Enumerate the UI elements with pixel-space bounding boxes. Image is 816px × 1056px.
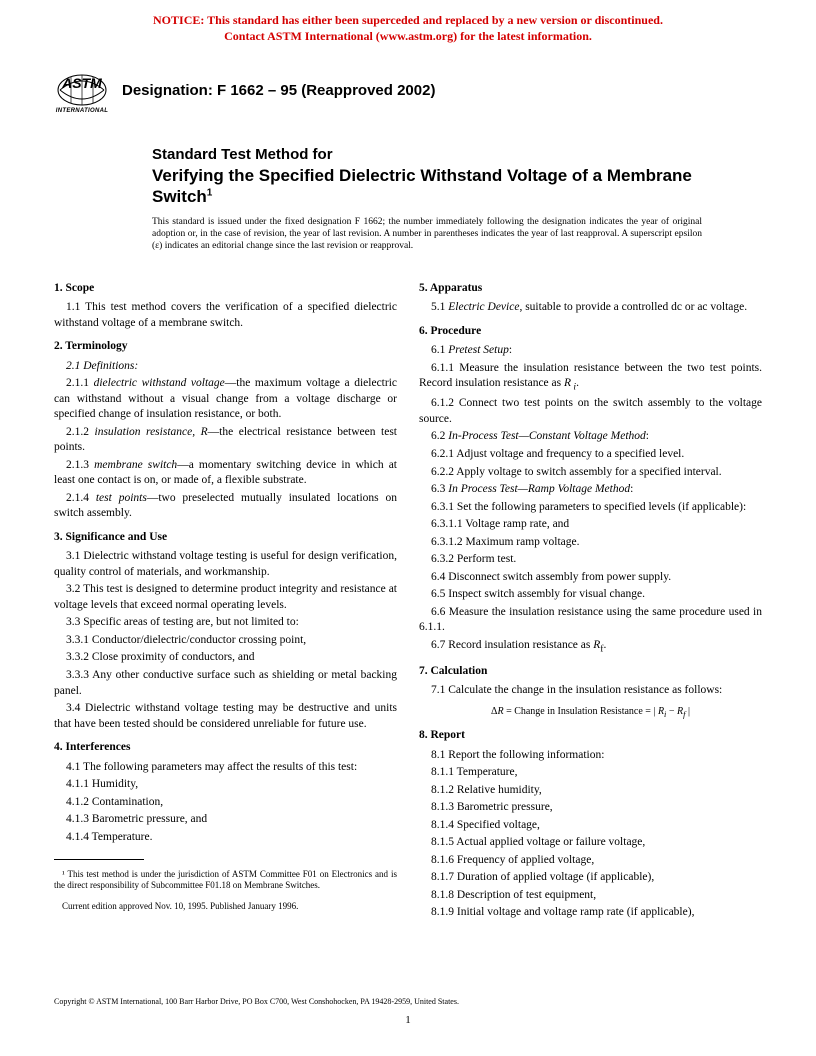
page: NOTICE: This standard has either been su… xyxy=(0,0,816,1056)
notice-line1: NOTICE: This standard has either been su… xyxy=(153,13,663,27)
copyright-line: Copyright © ASTM International, 100 Barr… xyxy=(54,997,459,1006)
para-7-1: 7.1 Calculate the change in the insulati… xyxy=(419,683,762,699)
para-8-1-5: 8.1.5 Actual applied voltage or failure … xyxy=(419,835,762,851)
para-1-1: 1.1 This test method covers the verifica… xyxy=(54,300,397,331)
astm-logo-icon: ASTM xyxy=(57,66,107,106)
para-8-1-3: 8.1.3 Barometric pressure, xyxy=(419,800,762,816)
para-6-3-2: 6.3.2 Perform test. xyxy=(419,552,762,568)
footnote-2: Current edition approved Nov. 10, 1995. … xyxy=(54,901,397,912)
title-superscript: 1 xyxy=(207,188,213,199)
notice-banner: NOTICE: This standard has either been su… xyxy=(54,12,762,44)
para-6-3-1: 6.3.1 Set the following parameters to sp… xyxy=(419,500,762,516)
para-6-3-1-2: 6.3.1.2 Maximum ramp voltage. xyxy=(419,535,762,551)
para-8-1-1: 8.1.1 Temperature, xyxy=(419,765,762,781)
page-number: 1 xyxy=(0,1014,816,1026)
left-column: 1. Scope 1.1 This test method covers the… xyxy=(54,273,397,923)
para-8-1-4: 8.1.4 Specified voltage, xyxy=(419,818,762,834)
para-8-1-9: 8.1.9 Initial voltage and voltage ramp r… xyxy=(419,905,762,921)
para-4-1-4: 4.1.4 Temperature. xyxy=(54,830,397,846)
right-column: 5. Apparatus 5.1 Electric Device, suitab… xyxy=(419,273,762,923)
para-5-1: 5.1 Electric Device, suitable to provide… xyxy=(419,300,762,316)
para-2-1-4: 2.1.4 test points—two preselected mutual… xyxy=(54,491,397,522)
header-row: ASTM INTERNATIONAL Designation: F 1662 –… xyxy=(54,62,762,118)
section-2-head: 2. Terminology xyxy=(54,339,397,355)
para-8-1-8: 8.1.8 Description of test equipment, xyxy=(419,888,762,904)
para-3-3-2: 3.3.2 Close proximity of conductors, and xyxy=(54,650,397,666)
para-6-3: 6.3 In Process Test—Ramp Voltage Method: xyxy=(419,482,762,498)
section-5-head: 5. Apparatus xyxy=(419,281,762,297)
para-6-2: 6.2 In-Process Test—Constant Voltage Met… xyxy=(419,429,762,445)
para-6-6: 6.6 Measure the insulation resistance us… xyxy=(419,605,762,636)
para-3-4: 3.4 Dielectric withstand voltage testing… xyxy=(54,701,397,732)
para-3-3-3: 3.3.3 Any other conductive surface such … xyxy=(54,668,397,699)
para-6-4: 6.4 Disconnect switch assembly from powe… xyxy=(419,570,762,586)
para-6-3-1-1: 6.3.1.1 Voltage ramp rate, and xyxy=(419,517,762,533)
para-6-2-2: 6.2.2 Apply voltage to switch assembly f… xyxy=(419,465,762,481)
para-4-1: 4.1 The following parameters may affect … xyxy=(54,760,397,776)
title-block: Standard Test Method for Verifying the S… xyxy=(152,146,722,207)
section-4-head: 4. Interferences xyxy=(54,740,397,756)
para-6-1-1: 6.1.1 Measure the insulation resistance … xyxy=(419,361,762,395)
para-8-1: 8.1 Report the following information: xyxy=(419,748,762,764)
footnote-rule xyxy=(54,859,144,860)
para-4-1-2: 4.1.2 Contamination, xyxy=(54,795,397,811)
para-3-2: 3.2 This test is designed to determine p… xyxy=(54,582,397,613)
para-2-1-1: 2.1.1 dielectric withstand voltage—the m… xyxy=(54,376,397,423)
title-subhead: Standard Test Method for xyxy=(152,146,722,165)
para-8-1-2: 8.1.2 Relative humidity, xyxy=(419,783,762,799)
para-6-5: 6.5 Inspect switch assembly for visual c… xyxy=(419,587,762,603)
section-6-head: 6. Procedure xyxy=(419,324,762,340)
section-8-head: 8. Report xyxy=(419,728,762,744)
two-column-body: 1. Scope 1.1 This test method covers the… xyxy=(54,273,762,923)
astm-logo: ASTM INTERNATIONAL xyxy=(54,62,110,118)
section-3-head: 3. Significance and Use xyxy=(54,530,397,546)
para-6-1: 6.1 Pretest Setup: xyxy=(419,343,762,359)
designation-text: Designation: F 1662 – 95 (Reapproved 200… xyxy=(122,82,435,99)
para-3-1: 3.1 Dielectric withstand voltage testing… xyxy=(54,549,397,580)
logo-subtext: INTERNATIONAL xyxy=(56,108,108,114)
para-3-3-1: 3.3.1 Conductor/dielectric/conductor cro… xyxy=(54,633,397,649)
issuance-note: This standard is issued under the fixed … xyxy=(152,216,702,253)
para-2-1-2: 2.1.2 insulation resistance, R—the elect… xyxy=(54,425,397,456)
para-4-1-3: 4.1.3 Barometric pressure, and xyxy=(54,812,397,828)
title-main: Verifying the Specified Dielectric Withs… xyxy=(152,165,722,208)
para-2-1-3: 2.1.3 membrane switch—a momentary switch… xyxy=(54,458,397,489)
para-6-1-2: 6.1.2 Connect two test points on the swi… xyxy=(419,396,762,427)
para-8-1-7: 8.1.7 Duration of applied voltage (if ap… xyxy=(419,870,762,886)
para-3-3: 3.3 Specific areas of testing are, but n… xyxy=(54,615,397,631)
svg-text:ASTM: ASTM xyxy=(61,75,102,91)
equation-7: ΔR = Change in Insulation Resistance = |… xyxy=(419,705,762,720)
para-4-1-1: 4.1.1 Humidity, xyxy=(54,777,397,793)
notice-line2: Contact ASTM International (www.astm.org… xyxy=(224,29,592,43)
para-6-7: 6.7 Record insulation resistance as Rf. xyxy=(419,638,762,656)
para-2-1: 2.1 Definitions: xyxy=(54,359,397,375)
para-8-1-6: 8.1.6 Frequency of applied voltage, xyxy=(419,853,762,869)
title-main-text: Verifying the Specified Dielectric Withs… xyxy=(152,166,692,206)
footnote-1: ¹ This test method is under the jurisdic… xyxy=(54,869,397,892)
para-6-2-1: 6.2.1 Adjust voltage and frequency to a … xyxy=(419,447,762,463)
section-1-head: 1. Scope xyxy=(54,281,397,297)
section-7-head: 7. Calculation xyxy=(419,664,762,680)
